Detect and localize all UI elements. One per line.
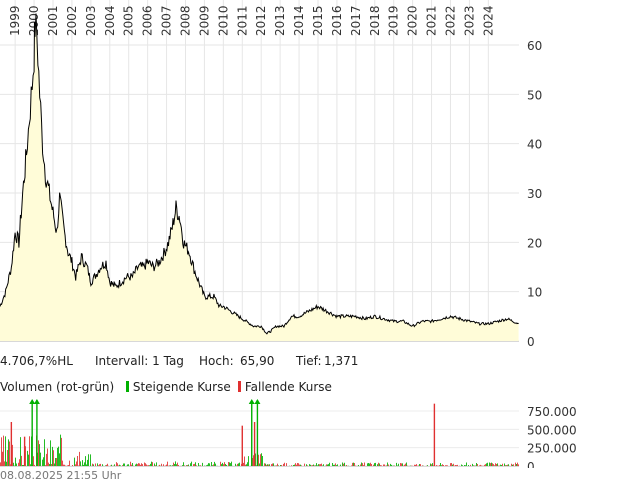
x-tick-label: 2003 — [84, 5, 98, 36]
volume-tick-label: 500.000 — [527, 423, 577, 437]
x-tick-label: 2008 — [178, 5, 192, 36]
y-tick-label: 30 — [527, 187, 542, 201]
volume-chart: 750.000 500.000 250.000 0 — [0, 399, 577, 468]
volume-tick-label: 0 — [527, 460, 535, 468]
change-percent: 4.706,7%HL — [0, 354, 73, 368]
falling-swatch-icon — [238, 381, 241, 392]
low-label: Tief: — [296, 354, 322, 368]
x-tick-label: 2024 — [481, 5, 495, 36]
y-tick-label: 10 — [527, 286, 542, 300]
x-tick-label: 2023 — [462, 5, 476, 36]
y-tick-label: 60 — [527, 39, 542, 53]
high-label: Hoch: — [199, 354, 234, 368]
low-value: 1,371 — [324, 354, 359, 368]
x-tick-label: 2019 — [387, 5, 401, 36]
volume-tick-label: 750.000 — [527, 405, 577, 419]
x-tick-label: 2000 — [27, 5, 41, 36]
overflow-arrow-icon — [33, 399, 40, 404]
high-value: 65,90 — [240, 354, 275, 368]
x-tick-label: 2001 — [46, 5, 60, 36]
y-tick-label: 0 — [527, 335, 535, 349]
y-tick-label: 40 — [527, 138, 542, 152]
x-tick-label: 2004 — [103, 5, 117, 36]
x-tick-label: 2010 — [216, 5, 230, 36]
volume-tick-label: 250.000 — [527, 442, 577, 456]
x-tick-label: 2009 — [197, 5, 211, 36]
x-tick-label: 2018 — [368, 5, 382, 36]
timestamp-footer: 08.08.2025 21:55 Uhr — [0, 469, 122, 482]
x-tick-label: 2012 — [254, 5, 268, 36]
overflow-arrow-icon — [254, 399, 261, 404]
x-tick-label: 2015 — [311, 5, 325, 36]
y-tick-label: 50 — [527, 88, 542, 102]
interval-label: Intervall: 1 Tag — [95, 354, 184, 368]
price-line — [0, 13, 519, 335]
x-tick-label: 2007 — [160, 5, 174, 36]
overflow-arrow-icon — [248, 399, 255, 404]
legend-falling-label: Fallende Kurse — [244, 380, 332, 394]
x-tick-label: 2006 — [141, 5, 155, 36]
legend-rising-label: Steigende Kurse — [132, 380, 231, 394]
x-tick-label: 2020 — [406, 5, 420, 36]
legend-rising: Steigende Kurse — [126, 380, 231, 394]
x-tick-label: 2005 — [122, 5, 136, 36]
volume-title: Volumen (rot-grün) — [0, 380, 115, 394]
x-tick-label: 2014 — [292, 5, 306, 36]
x-tick-label: 2013 — [273, 5, 287, 36]
x-tick-label: 2016 — [330, 5, 344, 36]
x-tick-label: 1999 — [8, 5, 22, 36]
rising-swatch-icon — [126, 381, 129, 392]
price-chart: 1999 2000 2001 2002 2003 2004 2005 2006 2007 2008… — [0, 0, 542, 349]
x-tick-label: 2002 — [65, 5, 79, 36]
x-tick-label: 2017 — [349, 5, 363, 36]
legend-falling: Fallende Kurse — [238, 380, 332, 394]
overflow-arrow-icon — [29, 399, 36, 404]
x-tick-label: 2011 — [235, 5, 249, 36]
y-tick-label: 20 — [527, 236, 542, 250]
price-area-fill — [0, 13, 519, 341]
x-tick-label: 2022 — [443, 5, 457, 36]
x-tick-label: 2021 — [425, 5, 439, 36]
